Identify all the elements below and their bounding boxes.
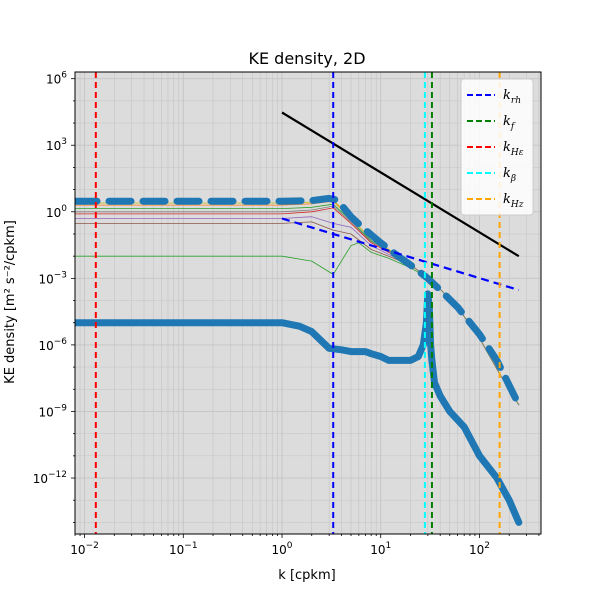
legend-entry: kf <box>503 114 516 132</box>
legend-box <box>460 78 534 216</box>
data-layer <box>75 72 523 534</box>
x-tick-label: 102 <box>469 541 490 557</box>
y-tick-label: 100 <box>46 204 67 220</box>
series-line-0 <box>75 194 523 409</box>
y-tick-label: 10−12 <box>33 470 67 486</box>
series-line-1 <box>75 290 523 526</box>
legend-entry: kHε <box>503 140 524 158</box>
y-tick-label: 10−9 <box>38 403 67 419</box>
x-tick-label: 100 <box>272 541 293 557</box>
reference-line-0 <box>281 111 520 258</box>
legend-entry: kβ <box>503 166 516 184</box>
y-tick-label: 10−3 <box>38 270 67 286</box>
y-axis-label: KE density [m² s⁻²/cpkm] <box>3 220 18 384</box>
legend-entry: krh <box>503 88 521 106</box>
reference-line-1 <box>281 217 520 292</box>
x-tick-label: 10−1 <box>169 541 198 557</box>
chart-title: KE density, 2D <box>248 49 365 68</box>
plot-frame <box>74 71 542 535</box>
y-tick-label: 106 <box>46 71 67 87</box>
legend: krh kf kHε kβ kHz <box>460 78 534 216</box>
y-tick-label: 10−6 <box>38 337 67 353</box>
y-tick-label: 103 <box>46 137 67 153</box>
x-axis-label: k [cpkm] <box>278 568 335 583</box>
legend-entry: kHz <box>503 192 524 210</box>
x-tick-label: 10−2 <box>70 541 99 557</box>
grid <box>75 72 541 534</box>
x-tick-label: 101 <box>370 541 391 557</box>
